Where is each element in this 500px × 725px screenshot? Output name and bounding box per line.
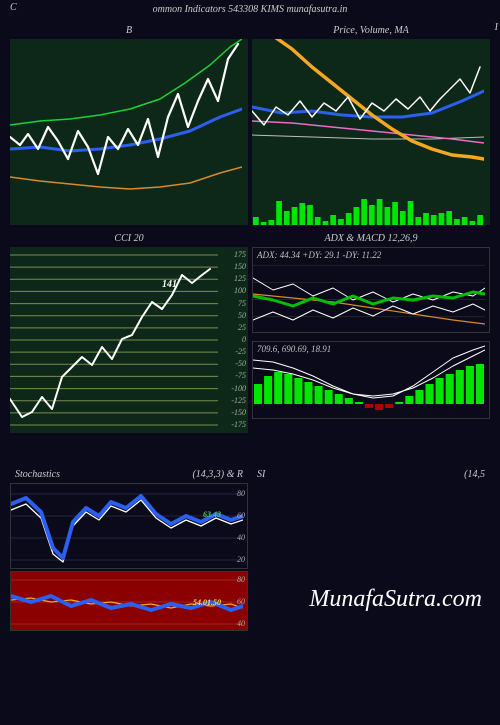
panel-stoch-title: Stochastics (14,3,3) & R — [10, 469, 248, 483]
panel-rsi-title: SI (14,5 — [252, 469, 490, 483]
row-mid: CCI 20 1751501251007550250-25-50-75-100-… — [0, 233, 500, 433]
chart-stoch: 8060402063.43 — [10, 483, 248, 569]
stoch-title-right: (14,3,3) & R — [192, 469, 243, 480]
row-top: B Price, Volume, MA — [0, 25, 500, 225]
panel-adx-macd: ADX & MACD 12,26,9 ADX: 44.34 +DY: 29.1 … — [252, 233, 490, 433]
page-letter-left: C — [10, 2, 17, 13]
rsi-title-left: SI — [257, 469, 265, 480]
panel-cci: CCI 20 1751501251007550250-25-50-75-100-… — [10, 233, 248, 433]
chart-macd: 709.6, 690.69, 18.91 — [252, 341, 490, 419]
panel-bb: B — [10, 25, 248, 225]
adx-info: ADX: 44.34 +DY: 29.1 -DY: 11.22 — [257, 250, 381, 260]
chart-bb — [10, 39, 248, 225]
stoch-title-left: Stochastics — [15, 469, 60, 480]
macd-info: 709.6, 690.69, 18.91 — [257, 344, 331, 354]
rsi-title-right: (14,5 — [464, 469, 485, 480]
panel-price-title: Price, Volume, MA — [252, 25, 490, 39]
panel-adx-title: ADX & MACD 12,26,9 — [252, 233, 490, 247]
chart-adx: ADX: 44.34 +DY: 29.1 -DY: 11.22 — [252, 247, 490, 333]
panel-bb-title: B — [10, 25, 248, 39]
chart-williams-r: 80604054.01.50 — [10, 571, 248, 631]
panel-cci-title: CCI 20 — [10, 233, 248, 247]
panel-stoch: Stochastics (14,3,3) & R 8060402063.43 8… — [10, 469, 248, 631]
chart-price — [252, 39, 490, 225]
watermark-text: MunafaSutra.com — [309, 586, 482, 613]
panel-price: Price, Volume, MA — [252, 25, 490, 225]
chart-cci: 1751501251007550250-25-50-75-100-125-150… — [10, 247, 248, 433]
page-header: ommon Indicators 543308 KIMS munafasutra… — [0, 0, 500, 25]
